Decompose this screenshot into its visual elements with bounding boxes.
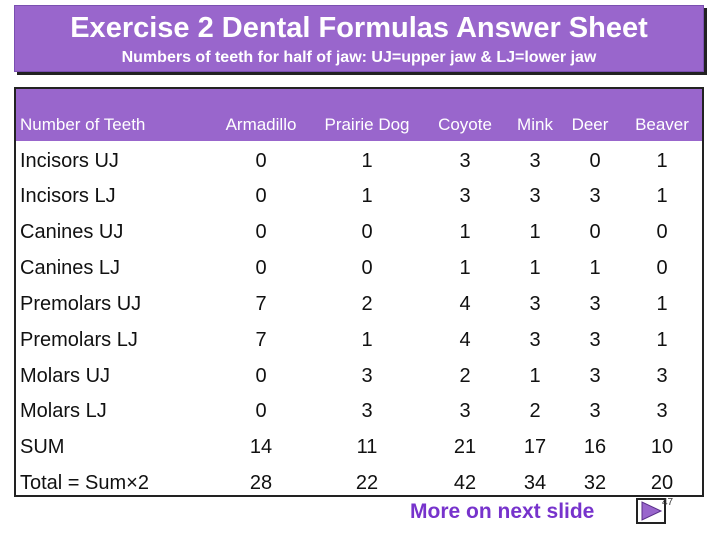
row-label: Incisors UJ xyxy=(20,150,119,172)
table-cell: 4 xyxy=(459,293,471,315)
table-cell: 34 xyxy=(523,472,547,494)
table-cell: 3 xyxy=(529,293,541,315)
table-cell: 32 xyxy=(583,472,607,494)
table-cell: 3 xyxy=(529,185,541,207)
table-cell: 1 xyxy=(361,329,373,351)
table-cell: 20 xyxy=(650,472,674,494)
table-cell: 3 xyxy=(589,365,601,387)
table-cell: 3 xyxy=(529,329,541,351)
table-cell: 0 xyxy=(255,221,267,243)
slide-subtitle: Numbers of teeth for half of jaw: UJ=upp… xyxy=(121,49,597,66)
table-cell: 1 xyxy=(529,257,541,279)
column-header-prairie-dog: Prairie Dog xyxy=(324,115,410,134)
table-cell: 3 xyxy=(656,400,668,422)
column-header-number-of-teeth: Number of Teeth xyxy=(20,115,146,134)
row-label: Molars UJ xyxy=(20,365,111,387)
table-cell: 0 xyxy=(361,221,373,243)
table-cell: 1 xyxy=(529,221,541,243)
table-cell: 0 xyxy=(361,257,373,279)
table-cell: 0 xyxy=(589,221,601,243)
table-cell: 3 xyxy=(529,150,541,172)
table-cell: 0 xyxy=(255,400,267,422)
table-cell: 3 xyxy=(589,185,601,207)
table-header-row: Number of Teeth Armadillo Prairie Dog Co… xyxy=(16,89,702,141)
row-label: Canines LJ xyxy=(20,257,121,279)
table-cell: 1 xyxy=(459,221,471,243)
row-label: Canines UJ xyxy=(20,221,124,243)
title-banner: Exercise 2 Dental Formulas Answer Sheet … xyxy=(14,5,704,72)
table-cell: 0 xyxy=(255,185,267,207)
table-cell: 3 xyxy=(589,293,601,315)
table-cell: 7 xyxy=(255,293,267,315)
table-cell: 0 xyxy=(656,221,668,243)
column-header-mink: Mink xyxy=(517,115,553,134)
column-header-deer: Deer xyxy=(571,115,609,134)
row-label: Premolars UJ xyxy=(20,293,142,315)
table-cell: 21 xyxy=(453,436,477,458)
table-cell: 1 xyxy=(656,150,668,172)
column-header-coyote: Coyote xyxy=(438,115,492,134)
table-cell: 1 xyxy=(529,365,541,387)
table-cell: 2 xyxy=(361,293,373,315)
table-cell: 0 xyxy=(589,150,601,172)
table-cell: 2 xyxy=(529,400,541,422)
table-cell: 1 xyxy=(459,257,471,279)
more-on-next-slide-link[interactable]: More on next slide xyxy=(410,500,595,523)
table-cell: 14 xyxy=(249,436,273,458)
table-cell: 17 xyxy=(523,436,547,458)
row-label: Total = Sum×2 xyxy=(20,472,149,494)
table-cell: 0 xyxy=(255,150,267,172)
table-cell: 3 xyxy=(361,365,373,387)
table-cell: 11 xyxy=(356,436,378,458)
row-label: Molars LJ xyxy=(20,400,107,422)
table-cell: 0 xyxy=(255,365,267,387)
table-cell: 3 xyxy=(656,365,668,387)
slide-title: Exercise 2 Dental Formulas Answer Sheet xyxy=(70,12,648,44)
table-cell: 3 xyxy=(459,400,471,422)
table-cell: 2 xyxy=(459,365,471,387)
table-cell: 16 xyxy=(583,436,607,458)
row-label: Incisors LJ xyxy=(20,185,116,207)
table-cell: 1 xyxy=(656,185,668,207)
table-cell: 3 xyxy=(361,400,373,422)
play-next-icon[interactable] xyxy=(636,498,666,524)
column-header-beaver: Beaver xyxy=(635,115,689,134)
table-cell: 3 xyxy=(459,185,471,207)
table-cell: 1 xyxy=(361,185,373,207)
table-cell: 1 xyxy=(361,150,373,172)
table-cell: 4 xyxy=(459,329,471,351)
table-cell: 7 xyxy=(255,329,267,351)
table-cell: 3 xyxy=(589,329,601,351)
table-cell: 1 xyxy=(656,293,668,315)
column-header-armadillo: Armadillo xyxy=(225,115,297,134)
table-cell: 3 xyxy=(459,150,471,172)
table-cell: 10 xyxy=(650,436,674,458)
table-cell: 0 xyxy=(656,257,668,279)
table-cell: 0 xyxy=(255,257,267,279)
table-cell: 42 xyxy=(453,472,477,494)
row-label: Premolars LJ xyxy=(20,329,138,351)
table-cell: 22 xyxy=(355,472,379,494)
dental-formula-table: Number of Teeth Armadillo Prairie Dog Co… xyxy=(14,87,704,497)
table-cell: 1 xyxy=(589,257,601,279)
table-cell: 3 xyxy=(589,400,601,422)
row-label: SUM xyxy=(20,436,65,458)
page-number: 47 xyxy=(662,497,674,508)
table-cell: 28 xyxy=(249,472,273,494)
table-cell: 1 xyxy=(656,329,668,351)
